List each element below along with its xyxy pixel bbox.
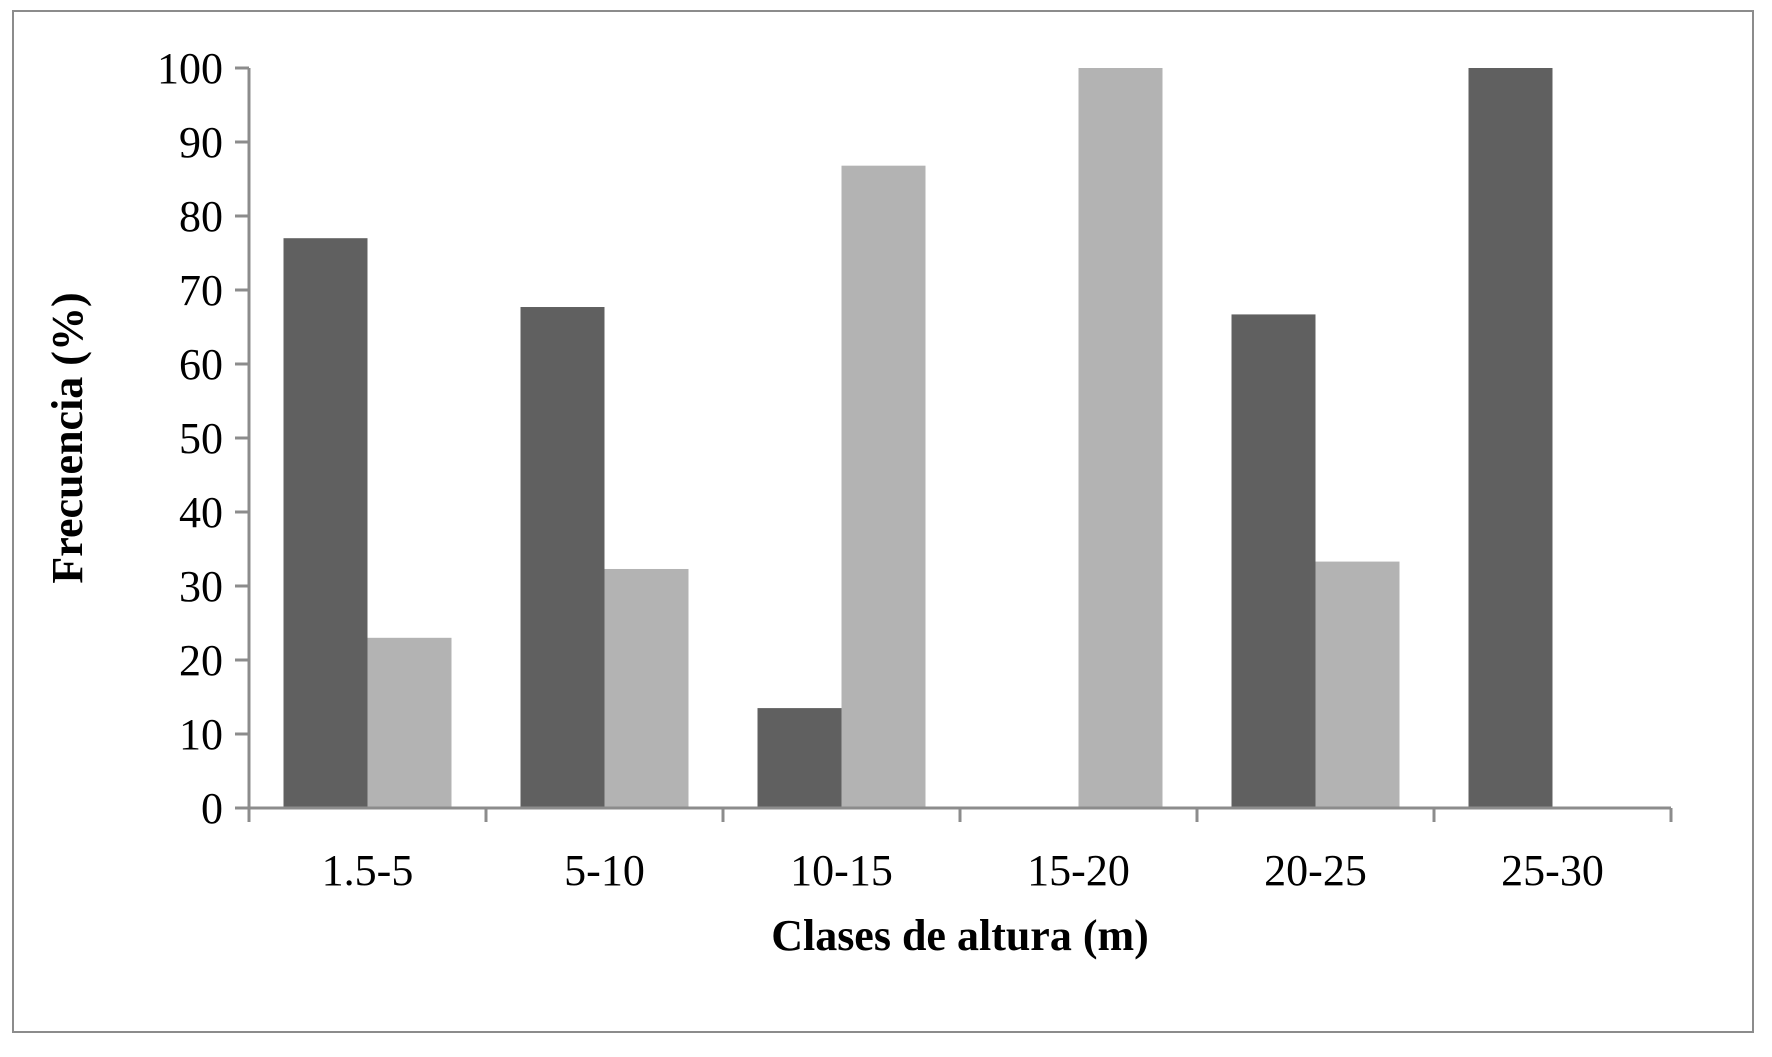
bar-series-1-20-25	[1231, 314, 1316, 808]
x-tick-label: 10-15	[790, 846, 893, 895]
bar-series-2-5-10	[604, 568, 689, 808]
y-tick-label: 60	[179, 340, 223, 389]
y-tick-label: 10	[179, 710, 223, 759]
y-tick-label: 30	[179, 562, 223, 611]
bar-series-2-15-20	[1078, 68, 1163, 808]
y-tick-label: 0	[201, 784, 223, 833]
y-axis-title: Frecuencia (%)	[43, 292, 92, 583]
ticks-layer: 0 10 20 30 40 50 60 70 80 90 100 1.5-5 5-10 10-15 15-2…	[157, 44, 1673, 895]
y-tick-label: 100	[157, 44, 223, 93]
y-tick-label: 90	[179, 118, 223, 167]
x-tick-label: 25-30	[1501, 846, 1604, 895]
x-tick-label: 20-25	[1264, 846, 1367, 895]
x-tick-label: 1.5-5	[322, 846, 414, 895]
y-tick-label: 20	[179, 636, 223, 685]
y-tick-label: 50	[179, 414, 223, 463]
y-tick-label: 40	[179, 488, 223, 537]
bar-series-2-10-15	[841, 165, 926, 808]
bar-series-1-10-15	[757, 708, 842, 808]
bar-series-1-1.5-5	[283, 238, 368, 808]
y-tick-label: 80	[179, 192, 223, 241]
bar-series-2-20-25	[1315, 561, 1400, 808]
bars-layer	[283, 68, 1553, 808]
axes-layer	[235, 68, 1671, 822]
x-tick-label: 5-10	[564, 846, 645, 895]
x-tick-label: 15-20	[1027, 846, 1130, 895]
x-axis-title: Clases de altura (m)	[771, 911, 1149, 960]
bar-series-2-1.5-5	[367, 637, 452, 808]
y-tick-label: 70	[179, 266, 223, 315]
bar-series-1-25-30	[1468, 68, 1553, 808]
bar-series-1-5-10	[520, 307, 605, 808]
